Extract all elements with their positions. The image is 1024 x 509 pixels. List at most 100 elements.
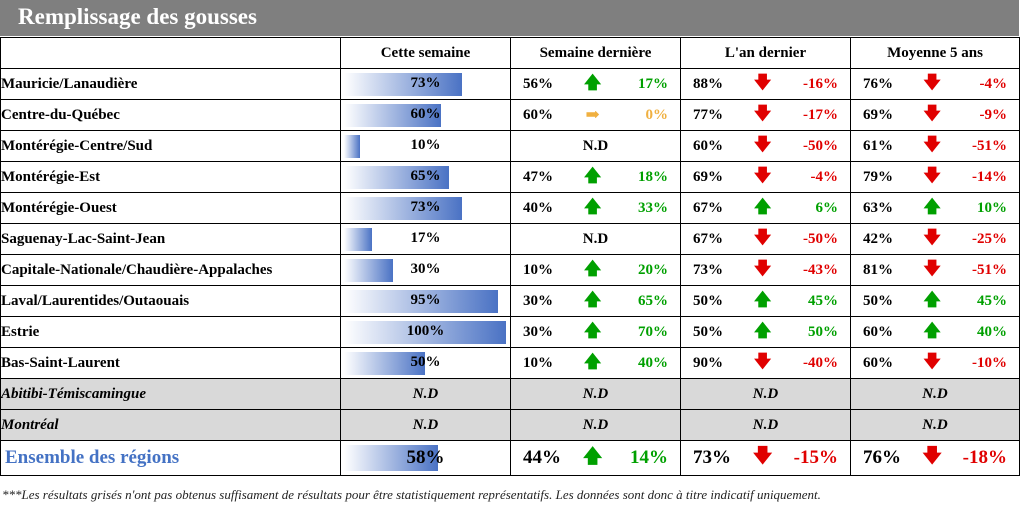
arrow-down-icon: 🡇 — [923, 258, 941, 278]
five-year-group: 61% 🡇 -51% — [852, 132, 1019, 161]
arrow-down-icon: 🡇 — [753, 165, 772, 185]
last-year-cell: 69% 🡇 -4% — [680, 161, 851, 193]
last-week-variation: 18% — [638, 168, 668, 185]
last-year-group: 67% 🡇 -50% — [682, 225, 850, 254]
last-year-variation: -17% — [803, 106, 838, 123]
last-week-cell: 40% 🡅 33% — [510, 192, 681, 224]
not-available-cell: N.D — [680, 378, 851, 410]
arrow-up-icon: 🡅 — [583, 72, 602, 92]
five-year-cell: 81% 🡇 -51% — [850, 254, 1020, 286]
arrow-down-icon: 🡇 — [753, 134, 772, 154]
table-row: Capitale-Nationale/Chaudière-Appalaches 3… — [0, 254, 1020, 286]
five-year-cell: 76% 🡇 -18% — [850, 440, 1020, 476]
last-year-cell: 77% 🡇 -17% — [680, 99, 851, 131]
five-year-group: 76% 🡇 -18% — [852, 442, 1019, 475]
last-week-variation: 0% — [645, 106, 669, 123]
fill-bar — [344, 73, 462, 96]
five-year-cell: 63% 🡅 10% — [850, 192, 1020, 224]
arrow-up-icon: 🡅 — [753, 196, 772, 216]
five-year-group: 60% 🡇 -10% — [852, 349, 1019, 378]
arrow-down-icon: 🡇 — [923, 165, 941, 185]
arrow-up-icon: 🡅 — [753, 320, 772, 340]
this-week-cell: 58% — [340, 440, 511, 476]
last-week-variation: 14% — [630, 447, 668, 468]
last-week-group: 47% 🡅 18% — [512, 163, 680, 192]
five-year-value: 79% — [863, 168, 893, 185]
last-year-group: 50% 🡅 45% — [682, 287, 850, 316]
last-year-value: 60% — [693, 137, 723, 154]
last-year-variation: -50% — [803, 230, 838, 247]
not-available-cell: N.D — [850, 378, 1020, 410]
region-name: Montréal — [0, 409, 341, 441]
not-available-cell: N.D — [340, 378, 511, 410]
arrow-down-icon: 🡇 — [753, 72, 772, 92]
this-week-cell: 95% — [340, 285, 511, 317]
last-week-group: 10% 🡅 40% — [512, 349, 680, 378]
last-year-cell: 60% 🡇 -50% — [680, 130, 851, 162]
title-bar: Remplissage des gousses — [0, 0, 1019, 36]
last-year-group: 88% 🡇 -16% — [682, 70, 850, 99]
table-row-total: Ensemble des régions 58% 44% 🡅 14% 73% 🡇 -15% 76… — [0, 440, 1020, 476]
five-year-group: 76% 🡇 -4% — [852, 70, 1019, 99]
five-year-variation: -10% — [972, 354, 1007, 371]
five-year-variation: 45% — [977, 292, 1007, 309]
this-week-cell: 30% — [340, 254, 511, 286]
last-year-value: 73% — [693, 447, 731, 468]
last-year-value: 77% — [693, 106, 723, 123]
last-week-cell: 30% 🡅 65% — [510, 285, 681, 317]
last-week-group: 30% 🡅 65% — [512, 287, 680, 316]
last-week-cell: N.D — [510, 130, 681, 162]
last-year-cell: 73% 🡇 -43% — [680, 254, 851, 286]
five-year-group: 69% 🡇 -9% — [852, 101, 1019, 130]
last-year-group: 73% 🡇 -43% — [682, 256, 850, 285]
this-week-cell: 100% — [340, 316, 511, 348]
last-year-group: 90% 🡇 -40% — [682, 349, 850, 378]
last-year-variation: 50% — [808, 323, 838, 340]
this-week-percent: 10% — [410, 137, 441, 153]
table-row: Laval/Laurentides/Outaouais 95% 30% 🡅 65% 50%… — [0, 285, 1020, 317]
last-week-group: 56% 🡅 17% — [512, 70, 680, 99]
region-name: Centre-du-Québec — [0, 99, 341, 131]
region-name: Laval/Laurentides/Outaouais — [0, 285, 341, 317]
last-year-value: 67% — [693, 199, 723, 216]
last-year-variation: 6% — [815, 199, 839, 216]
last-week-value: 47% — [523, 168, 553, 185]
five-year-cell: 60% 🡅 40% — [850, 316, 1020, 348]
last-week-variation: 33% — [638, 199, 668, 216]
header-last-week: Semaine dernière — [510, 37, 681, 69]
table-row: Bas-Saint-Laurent 50% 10% 🡅 40% 90% 🡇 -40% 60% 🡇 -… — [0, 347, 1020, 379]
last-week-value: 10% — [523, 261, 553, 278]
five-year-cell: 69% 🡇 -9% — [850, 99, 1020, 131]
header-this-week: Cette semaine — [340, 37, 511, 69]
five-year-group: 81% 🡇 -51% — [852, 256, 1019, 285]
five-year-cell: 61% 🡇 -51% — [850, 130, 1020, 162]
five-year-value: 76% — [863, 75, 893, 92]
arrow-up-icon: 🡅 — [583, 258, 602, 278]
five-year-variation: -51% — [972, 137, 1007, 154]
last-week-group: 44% 🡅 14% — [512, 442, 680, 475]
last-week-cell: 30% 🡅 70% — [510, 316, 681, 348]
five-year-variation: -14% — [972, 168, 1007, 185]
fill-bar — [344, 445, 438, 471]
table-row: Montérégie-Ouest 73% 40% 🡅 33% 67% 🡅 6% 63% 🡅 10% — [0, 192, 1020, 224]
footnote: ***Les résultats grisés n'ont pas obtenu… — [2, 487, 821, 502]
last-week-value: 56% — [523, 75, 553, 92]
five-year-variation: -25% — [972, 230, 1007, 247]
arrow-down-icon: 🡇 — [753, 351, 772, 371]
arrow-up-icon: 🡅 — [583, 289, 602, 309]
region-name: Ensemble des régions — [0, 440, 341, 476]
pod-filling-table: Cette semaine Semaine dernière L'an dern… — [0, 37, 1020, 476]
five-year-variation: -51% — [972, 261, 1007, 278]
five-year-group: 42% 🡇 -25% — [852, 225, 1019, 254]
last-year-value: 50% — [693, 323, 723, 340]
last-week-value: 30% — [523, 323, 553, 340]
region-name: Mauricie/Lanaudière — [0, 68, 341, 100]
region-name: Estrie — [0, 316, 341, 348]
five-year-value: 60% — [863, 354, 893, 371]
five-year-cell: 60% 🡇 -10% — [850, 347, 1020, 379]
last-week-variation: 70% — [638, 323, 668, 340]
last-year-variation: -40% — [803, 354, 838, 371]
five-year-group: 50% 🡅 45% — [852, 287, 1019, 316]
last-week-value: 40% — [523, 199, 553, 216]
this-week-cell: 73% — [340, 68, 511, 100]
